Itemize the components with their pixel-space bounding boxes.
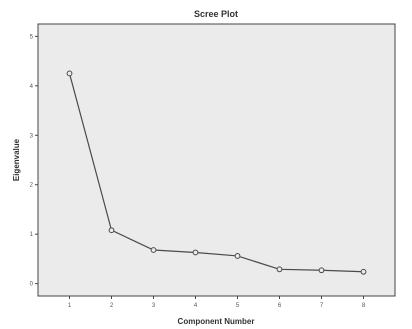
x-tick-label: 1	[68, 303, 72, 309]
x-tick-label: 3	[152, 303, 156, 309]
y-axis: 0 1 2 3 4 5	[30, 34, 38, 288]
data-point-marker	[150, 247, 157, 253]
eigenvalue-markers	[66, 70, 367, 275]
data-point-marker	[234, 253, 241, 259]
data-point-marker	[108, 227, 115, 234]
x-tick-label: 5	[236, 303, 240, 309]
x-tick-label: 6	[278, 303, 282, 309]
data-point-marker	[66, 70, 73, 77]
x-tick-label: 4	[194, 303, 198, 309]
data-point-marker	[360, 268, 367, 275]
data-point-marker	[276, 266, 283, 273]
y-tick-label: 3	[30, 133, 34, 139]
data-point-marker	[192, 249, 199, 256]
data-point-marker	[318, 267, 325, 274]
x-axis: 1 2 3 4 5 6 7 8	[68, 296, 366, 309]
x-tick-label: 7	[320, 303, 324, 309]
y-tick-label: 5	[30, 34, 34, 40]
y-tick-label: 4	[30, 84, 34, 90]
y-axis-label: Eigenvalue	[12, 138, 21, 181]
y-tick-label: 2	[30, 183, 34, 189]
y-tick-label: 1	[30, 232, 34, 238]
y-tick-label: 0	[30, 282, 34, 288]
x-tick-label: 8	[362, 303, 366, 309]
eigenvalue-series-line	[68, 73, 364, 273]
chart-title: Scree Plot	[194, 9, 238, 19]
x-axis-label: Component Number	[178, 317, 255, 326]
plot-area	[37, 23, 396, 297]
x-tick-label: 2	[110, 303, 114, 309]
